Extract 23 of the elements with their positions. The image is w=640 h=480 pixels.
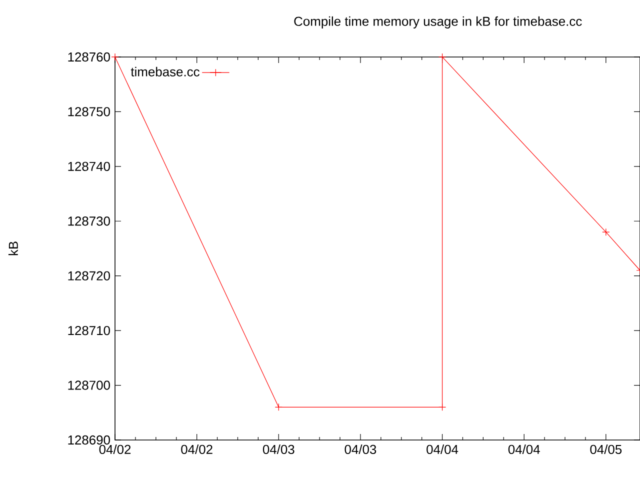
point bbox=[274, 403, 282, 411]
y-tick-label: 128750 bbox=[68, 107, 110, 116]
y-tick-label: 128690 bbox=[68, 435, 110, 445]
x-tick-label: 04/02 bbox=[99, 444, 131, 454]
y-tick-label: 128760 bbox=[68, 52, 110, 62]
point bbox=[438, 53, 446, 61]
x-tick-label: 04/02 bbox=[181, 444, 212, 454]
x-tick-label: 04/05 bbox=[590, 444, 622, 454]
y-axis-title: kB bbox=[8, 242, 18, 256]
x-tick-label: 04/04 bbox=[426, 444, 458, 454]
legend-label: timebase.cc bbox=[130, 66, 200, 76]
point bbox=[438, 403, 446, 411]
y-tick-label: 128710 bbox=[68, 326, 110, 336]
y-tick-label: 128730 bbox=[68, 216, 110, 226]
x-tick-label: 04/03 bbox=[344, 444, 376, 454]
x-tick-label: 04/04 bbox=[508, 444, 540, 454]
y-tick-label: 128700 bbox=[68, 380, 110, 390]
x-tick-label: 04/03 bbox=[262, 444, 294, 454]
chart-title: Compile time memory usage in kB for timebase.cc bbox=[294, 16, 582, 28]
y-tick-label: 128720 bbox=[68, 271, 110, 280]
y-tick-label: 128740 bbox=[68, 162, 110, 171]
point bbox=[111, 53, 119, 61]
point bbox=[602, 228, 610, 236]
